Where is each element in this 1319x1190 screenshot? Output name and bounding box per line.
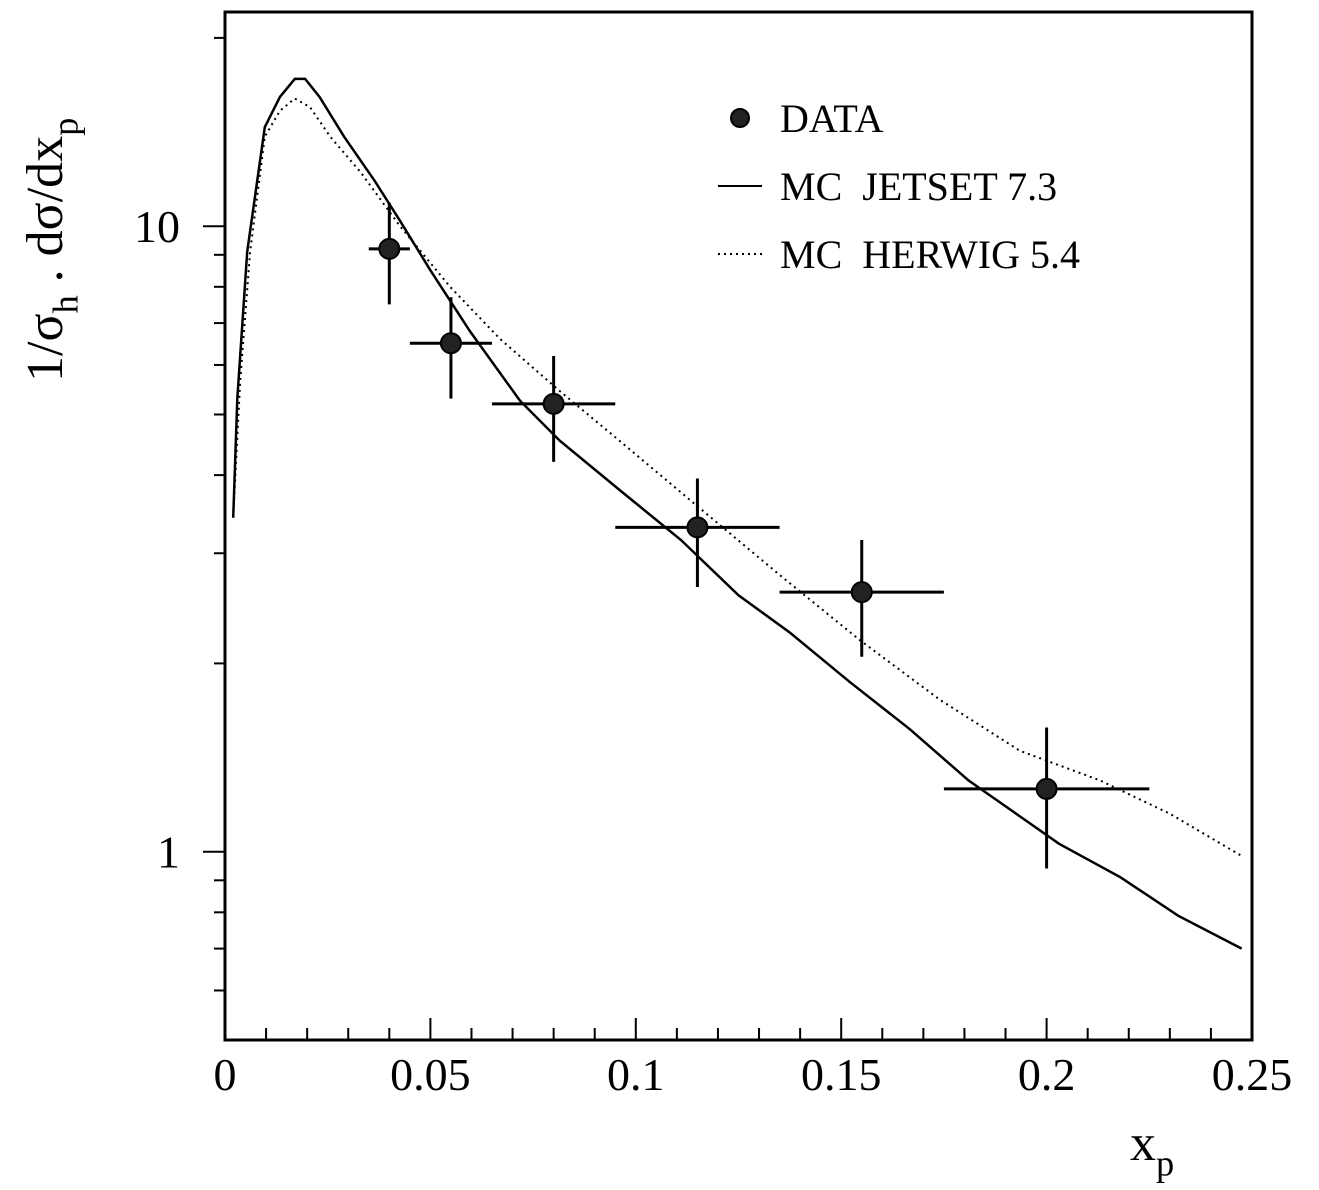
y-tick-label: 1 — [157, 827, 180, 878]
legend-label: MC HERWIG 5.4 — [780, 232, 1080, 277]
plot-frame — [223, 10, 1254, 1042]
x-axis-label-part: x — [1130, 1115, 1156, 1172]
y-axis-label-part: 1/σ — [17, 314, 74, 382]
y-axis-label-part: h — [46, 295, 86, 313]
x-tick-label: 0 — [214, 1049, 237, 1100]
data-point — [850, 581, 873, 604]
data-point — [686, 516, 709, 539]
curve — [231, 77, 1243, 950]
legend-label: DATA — [780, 96, 884, 141]
y-axis-label: 1/σh . dσ/dxp — [17, 118, 86, 382]
x-tick-label: 0.25 — [1212, 1049, 1293, 1100]
data-point — [378, 237, 401, 260]
x-tick-label: 0.2 — [1018, 1049, 1076, 1100]
data-point — [542, 392, 565, 415]
x-axis-label: xp — [1130, 1115, 1174, 1184]
y-axis-label-part: p — [46, 118, 86, 136]
y-tick-label: 10 — [134, 201, 180, 252]
curve — [232, 97, 1245, 859]
x-axis-label-part: p — [1156, 1144, 1174, 1184]
data-point — [439, 332, 462, 355]
legend-label: MC JETSET 7.3 — [780, 164, 1057, 209]
x-tick-label: 0.05 — [390, 1049, 471, 1100]
data-point — [1035, 777, 1058, 800]
x-tick-label: 0.1 — [607, 1049, 665, 1100]
legend-marker — [730, 108, 750, 128]
x-tick-label: 0.15 — [801, 1049, 882, 1100]
y-axis-label-part: . dσ/dx — [17, 136, 74, 295]
